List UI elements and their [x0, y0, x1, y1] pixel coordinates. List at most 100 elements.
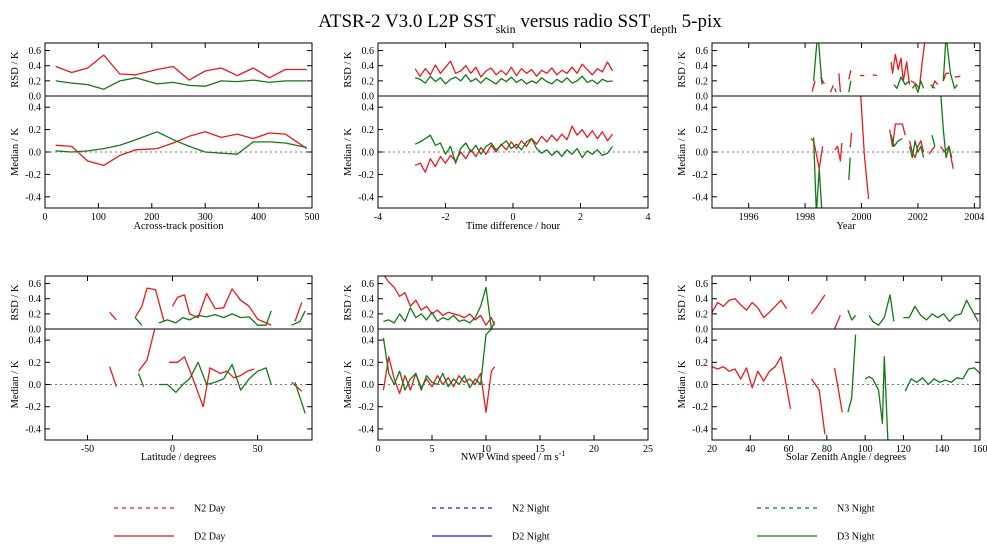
rsd-series-red-line: [810, 294, 826, 315]
x-axis-label: NWP Wind speed / m s-1: [461, 449, 566, 463]
rsd-series-green-line: [911, 80, 925, 93]
y-tick-label: 0.0: [29, 325, 42, 336]
median-series-green-line: [55, 131, 307, 155]
rsd-series-red-line: [848, 70, 852, 80]
rsd-series-red-line: [942, 72, 949, 82]
rsd-series-red-line: [712, 298, 788, 319]
rsd-series-green-line: [812, 43, 823, 85]
y-tick-label: 0.6: [696, 279, 709, 290]
legend-label: D2 Night: [512, 532, 550, 543]
median-series-red-line: [834, 142, 843, 162]
x-tick-label: 1998: [795, 212, 815, 223]
rsd-series-green-line: [847, 309, 857, 321]
legend-label: N2 Night: [512, 504, 550, 515]
y-tick-label: 0.4: [696, 61, 709, 72]
median-series-red-line: [55, 131, 308, 167]
rsd-series-green-line: [930, 84, 936, 89]
median-series-green-line: [904, 367, 980, 392]
rsd-series-red-line: [109, 311, 117, 321]
legend-label: N3 Night: [837, 504, 875, 515]
y-tick-label: 0.0: [696, 148, 709, 159]
x-tick-label: 2004: [964, 212, 984, 223]
x-tick-label: 100: [91, 212, 106, 223]
x-tick-label: 5: [430, 444, 435, 455]
y-tick-label: 0.2: [362, 309, 375, 320]
rsd-series-red-line: [811, 80, 816, 92]
y-axis-label: Median / K: [677, 360, 688, 408]
y-tick-label: 0.2: [696, 125, 709, 136]
y-tick-label: 0.0: [29, 380, 42, 391]
rsd-series-red-line: [294, 302, 303, 322]
rsd-series-red-line: [134, 287, 165, 322]
median-series-red-line: [169, 356, 255, 408]
y-axis-label: Median / K: [10, 128, 21, 176]
legend-label: D2 Day: [194, 532, 225, 543]
median-series-red-line: [137, 329, 156, 372]
y-tick-label: -0.2: [692, 402, 708, 413]
y-tick-label: 0.6: [29, 46, 42, 57]
median-series-green-line: [382, 329, 492, 391]
y-axis-label: RSD / K: [677, 51, 688, 88]
median-series-red-line: [108, 366, 118, 387]
median-series-green-line: [848, 157, 851, 181]
rsd-plot-frame: [711, 42, 981, 97]
legend-item: N2 Night: [432, 504, 550, 515]
x-axis-label: Year: [836, 221, 856, 232]
y-tick-label: 0.2: [362, 76, 375, 87]
y-tick-label: 0.4: [29, 61, 42, 72]
y-tick-label: -0.4: [358, 192, 374, 203]
y-tick-label: 0.6: [696, 46, 709, 57]
median-series-red-line: [414, 125, 614, 173]
y-tick-label: 0.4: [362, 61, 375, 72]
y-tick-label: 0.2: [696, 76, 709, 87]
y-tick-label: 0.4: [696, 336, 709, 347]
x-tick-label: 200: [144, 212, 159, 223]
median-series-red-line: [908, 140, 925, 159]
median-series-green-line: [931, 135, 936, 147]
median-series-red-line: [939, 145, 954, 169]
y-tick-label: 0.4: [29, 103, 42, 114]
y-tick-label: 0.0: [696, 92, 709, 103]
y-axis-label: RSD / K: [343, 284, 354, 321]
rsd-series-green-line: [903, 299, 979, 323]
legend-item: D2 Night: [432, 532, 550, 543]
y-tick-label: 0.0: [362, 92, 375, 103]
x-axis-label: Time difference / hour: [466, 221, 561, 232]
rsd-plot-frame: [44, 42, 313, 97]
rsd-series-red-line: [954, 75, 961, 78]
rsd-series-red-line: [890, 53, 911, 85]
y-tick-label: 0.6: [362, 46, 375, 57]
y-tick-label: 0.2: [29, 125, 42, 136]
y-tick-label: 0.2: [362, 125, 375, 136]
median-series-red-line: [712, 356, 792, 410]
chart-panels: 0.0 0.2 0.4 0.6 RSD / K -0.4 -0.2 0.0 0.2 0.4 Medi…: [10, 42, 987, 463]
median-series-green-line: [812, 137, 823, 208]
x-tick-label: 500: [305, 212, 320, 223]
title-subscript-2: depth: [650, 22, 677, 36]
y-tick-label: 0.4: [696, 103, 709, 114]
legend-item: D3 Night: [757, 532, 875, 543]
median-series-green-line: [847, 334, 857, 413]
y-tick-label: -0.4: [692, 192, 708, 203]
y-tick-label: -0.4: [25, 424, 41, 435]
title-part-2: versus radio SST: [516, 11, 651, 32]
x-tick-label: 4: [646, 212, 651, 223]
x-tick-label: 160: [973, 444, 987, 455]
median-series-red-line: [833, 367, 843, 413]
y-tick-label: 0.4: [362, 294, 375, 305]
rsd-series-green-line: [848, 80, 852, 93]
rsd-series-green-line: [942, 43, 958, 90]
median-series-red-line: [810, 378, 826, 435]
median-series-red-line: [928, 145, 936, 155]
chart-panel-3: 0.0 0.2 0.4 0.6 RSD / K -0.4 -0.2 0.0 0.2 0.4 Medi…: [677, 42, 984, 232]
x-tick-label: 20: [589, 444, 599, 455]
rsd-series-green-line: [893, 76, 910, 90]
title-part-1: ATSR-2 V3.0 L2P SST: [318, 11, 496, 32]
rsd-series-red-line: [838, 73, 842, 93]
x-tick-label: 140: [934, 444, 949, 455]
rsd-series-red-line: [833, 315, 841, 329]
x-tick-label: 100: [858, 444, 873, 455]
y-tick-label: -0.4: [358, 424, 374, 435]
x-tick-label: 2000: [852, 212, 872, 223]
chart-panel-4: 0.0 0.2 0.4 0.6 RSD / K -0.4 -0.2 0.0 0.2 0.4 Medi…: [10, 275, 313, 463]
